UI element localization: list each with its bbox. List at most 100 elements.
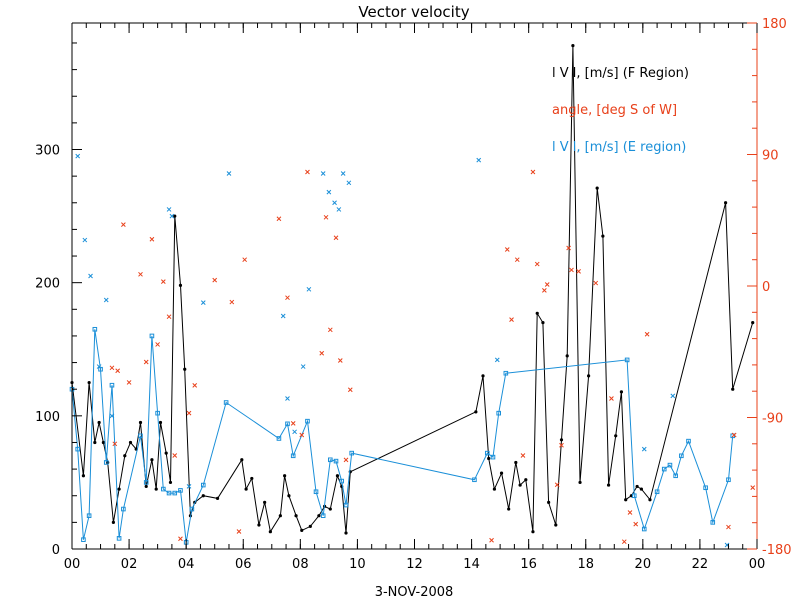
data-point [320,513,326,519]
x-tick-label: 06 [235,557,252,572]
data-point [244,487,248,491]
data-point [569,267,574,273]
data-point [285,396,290,401]
data-point [349,450,355,456]
data-point [81,474,86,478]
data-point [595,186,599,190]
data-point [472,477,477,483]
data-point [559,442,564,448]
y-right-tick-label: 0 [762,280,770,295]
data-point [619,390,624,394]
data-point [576,269,581,274]
y-left-tick-label: 300 [35,144,60,159]
data-point [150,458,154,462]
data-point [215,496,220,500]
data-point [679,453,684,459]
data-point [149,333,155,339]
data-point [319,350,325,356]
data-point [541,321,545,325]
x-tick-label: 22 [692,557,709,572]
data-point [542,288,547,293]
data-point [290,420,296,426]
data-point [186,484,192,489]
data-point [169,213,175,219]
data-point [731,387,735,391]
x-tick-label: 04 [178,557,195,572]
data-point [290,453,296,459]
series-layer [69,44,756,548]
data-point [236,529,242,534]
data-point [97,420,101,425]
data-point [189,506,195,512]
data-point [474,410,478,414]
y-left-tick-label: 100 [35,410,60,425]
data-point [504,247,510,252]
data-point [644,331,650,337]
data-point [86,513,92,519]
data-point [503,370,509,376]
data-point [178,536,183,542]
data-point [223,400,229,405]
legend-angle: angle, [deg S of W] [552,103,677,118]
data-point [178,488,183,493]
data-point [661,466,667,472]
data-point [143,359,149,365]
data-point [268,530,272,534]
x-tick-label: 00 [749,557,766,572]
data-point [82,237,88,243]
data-point [294,514,298,518]
data-point [703,485,708,491]
data-point [639,487,644,491]
data-point [121,506,126,512]
series-line-e-region [71,329,734,543]
data-point [481,374,485,378]
legend-f-region: l V l, [m/s] (F Region) [552,66,689,81]
data-point [280,313,286,319]
data-point [673,473,678,479]
data-point [531,530,535,534]
data-point [313,489,319,495]
data-point [686,438,691,444]
data-point [121,222,126,227]
data-point [164,451,168,455]
data-point [587,374,591,378]
data-point [300,364,306,369]
data-point [496,410,501,416]
data-point [138,271,143,277]
x-tick-label: 20 [635,557,652,572]
data-point [333,235,339,241]
x-tick-label: 12 [406,557,423,572]
data-point [507,507,511,511]
x-tick-label: 10 [349,557,366,572]
data-point [155,410,160,416]
data-point [168,480,173,485]
x-tick-label: 08 [292,557,309,572]
data-point [337,358,343,363]
data-point [111,520,115,524]
data-point [487,456,491,461]
data-point [627,510,633,515]
data-point [200,482,206,488]
data-point [547,500,551,504]
data-point [117,487,121,491]
data-point [484,450,490,456]
data-point [285,295,290,301]
data-point [327,327,333,333]
x-tick-label: 16 [520,557,537,572]
data-point [724,201,728,205]
data-point [200,300,206,305]
data-point [96,364,102,369]
data-point [183,367,187,371]
data-point [109,413,115,419]
axes-layer: 00 02 04 06 08 10 12 14 16 18 20 22 000100200300-180… [35,17,791,572]
data-point [278,514,282,518]
data-point [667,462,673,468]
series-e-region-square [69,326,736,545]
data-point [578,480,582,485]
data-point [524,478,528,482]
data-point [212,277,218,283]
data-point [101,440,105,445]
data-point [88,273,93,279]
data-point [300,528,304,532]
data-point [509,317,514,322]
